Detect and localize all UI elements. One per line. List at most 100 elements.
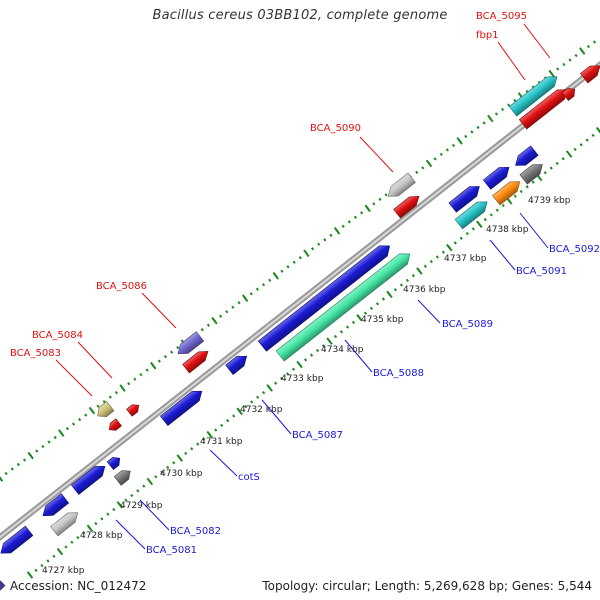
- inner-tick-guide-dot: [64, 545, 68, 549]
- outer-tick-guide-dot: [384, 193, 388, 197]
- outer-tick-guide-tick: [456, 137, 463, 145]
- outer-tick-guide-dot: [71, 422, 76, 426]
- outer-tick-guide-dot: [592, 40, 597, 44]
- gene-cots: [113, 470, 131, 486]
- gene-bca5092: [492, 181, 521, 206]
- tick-label: 4734 kbp: [321, 345, 364, 355]
- outer-tick-guide-dot: [255, 287, 259, 291]
- inner-tick-guide-dot: [561, 157, 565, 161]
- inner-tick-guide-dot: [459, 236, 463, 240]
- outer-tick-guide-dot: [127, 381, 131, 386]
- inner-tick-guide-dot: [262, 390, 266, 395]
- inner-tick-guide-dot: [435, 255, 439, 259]
- tick-label: 4736 kbp: [403, 285, 446, 295]
- outer-tick-guide-tick: [579, 47, 586, 55]
- inner-tick-guide-dot: [471, 227, 475, 231]
- inner-tick-guide-dot: [280, 376, 284, 381]
- outer-tick-guide-dot: [231, 305, 235, 309]
- outer-tick-guide-tick: [88, 406, 96, 415]
- outer-tick-guide-dot: [415, 170, 419, 175]
- gene-label: BCA_5083: [10, 348, 61, 359]
- outer-tick-guide-dot: [464, 134, 468, 139]
- outer-tick-guide-dot: [310, 247, 315, 251]
- outer-tick-guide-dot: [35, 449, 39, 453]
- outer-tick-guide-tick: [150, 361, 157, 370]
- outer-tick-guide-dot: [16, 462, 20, 467]
- inner-tick-guide-dot: [543, 171, 547, 175]
- gene-cots-small: [106, 457, 121, 471]
- gene-label-leader: [141, 292, 177, 329]
- footer-bar: Accession: NC_012472 Topology: circular;…: [0, 576, 600, 598]
- inner-tick-guide-dot: [423, 264, 427, 268]
- inner-tick-guide-dot: [495, 208, 499, 212]
- gene-bca5090: [387, 172, 416, 197]
- gene-bca5081: [50, 512, 79, 537]
- outer-tick-guide-tick: [0, 476, 4, 482]
- outer-tick-guide-dot: [133, 377, 137, 381]
- accession-text: Accession: NC_012472: [10, 579, 147, 593]
- outer-tick-guide-dot: [22, 458, 27, 462]
- outer-tick-guide-dot: [261, 283, 266, 287]
- outer-tick-guide-dot: [139, 372, 143, 377]
- gene-label-leader: [489, 239, 516, 271]
- outer-tick-guide-tick: [272, 271, 279, 280]
- inner-tick-guide-tick: [296, 360, 303, 369]
- inner-tick-guide-dot: [411, 274, 415, 278]
- tick-label: 4732 kbp: [240, 405, 283, 415]
- outer-tick-guide-dot: [96, 404, 100, 408]
- inner-tick-guide-dot: [190, 447, 194, 451]
- outer-tick-guide-dot: [482, 121, 486, 125]
- inner-tick-guide-dot: [549, 166, 553, 170]
- inner-tick-guide-dot: [124, 498, 128, 502]
- gene-bca5091: [454, 201, 488, 230]
- gene-darkgray-a: [519, 164, 543, 185]
- inner-tick-guide-dot: [70, 540, 74, 544]
- gene-bca5083: [108, 418, 122, 431]
- inner-tick-guide-tick: [595, 126, 600, 134]
- inner-tick-guide-dot: [82, 531, 86, 535]
- gene-blue-c: [448, 186, 480, 213]
- inner-tick-guide-dot: [40, 564, 44, 568]
- tick-label: 4727 kbp: [42, 566, 85, 576]
- inner-tick-guide-dot: [555, 161, 559, 166]
- inner-tick-guide-dot: [381, 297, 386, 301]
- inner-tick-guide-dot: [130, 493, 134, 498]
- outer-tick-guide-dot: [268, 278, 272, 282]
- inner-tick-guide-dot: [202, 437, 206, 442]
- tick-label: 4728 kbp: [80, 531, 123, 541]
- gene-edge-red: [580, 65, 600, 84]
- outer-tick-guide-dot: [219, 314, 223, 318]
- outer-tick-guide-dot: [451, 143, 456, 148]
- gene-bca5089: [257, 245, 391, 352]
- inner-tick-guide-dot: [393, 288, 398, 292]
- tick-label: 4730 kbp: [160, 469, 203, 479]
- gene-bca5088: [275, 253, 411, 362]
- inner-tick-guide-dot: [513, 194, 517, 198]
- outer-tick-guide-tick: [364, 204, 371, 213]
- outer-tick-guide-dot: [145, 368, 149, 372]
- outer-tick-guide-dot: [108, 395, 112, 399]
- outer-tick-guide-dot: [157, 359, 161, 363]
- gene-bca5087: [160, 390, 203, 426]
- outer-tick-guide-dot: [494, 112, 498, 116]
- outer-tick-guide-tick: [58, 429, 65, 437]
- outer-tick-guide-dot: [78, 417, 82, 422]
- outer-tick-guide-dot: [317, 242, 321, 246]
- inner-tick-guide-tick: [146, 477, 154, 486]
- outer-tick-guide-dot: [476, 125, 480, 130]
- tick-label: 4729 kbp: [120, 501, 163, 511]
- gene-label: BCA_5088: [373, 368, 424, 379]
- tick-label: 4737 kbp: [444, 254, 487, 264]
- inner-tick-guide-dot: [286, 372, 290, 376]
- outer-tick-guide-dot: [445, 148, 449, 152]
- outer-tick-guide-dot: [114, 390, 119, 395]
- gene-label: cotS: [238, 472, 260, 483]
- gene-blue-b: [482, 167, 510, 190]
- gene-bca5084: [97, 400, 115, 418]
- gene-label: BCA_5091: [516, 266, 567, 277]
- gene-bca5086: [177, 331, 205, 354]
- inner-tick-guide-tick: [356, 314, 363, 322]
- inner-tick-guide-tick: [116, 501, 124, 509]
- gene-label-leader: [519, 212, 549, 249]
- gene-label: BCA_5082: [170, 526, 221, 537]
